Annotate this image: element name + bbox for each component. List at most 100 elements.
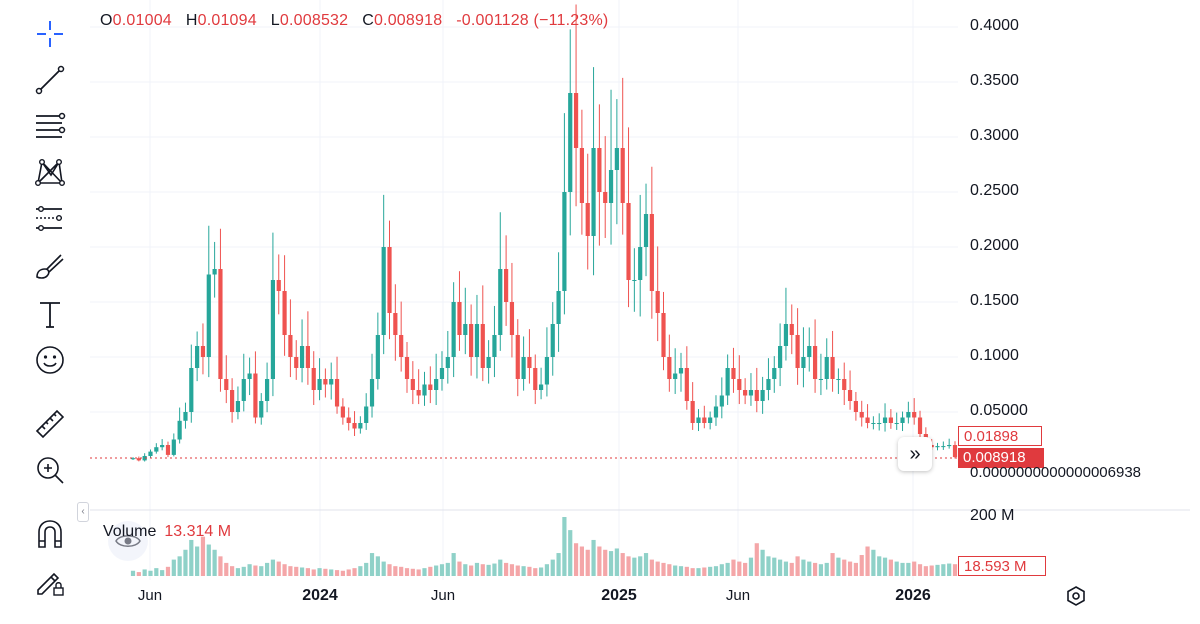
volume-bar bbox=[917, 564, 923, 576]
candle bbox=[515, 319, 520, 397]
volume-bar bbox=[288, 566, 293, 576]
candle-body bbox=[789, 324, 794, 335]
candle-body bbox=[608, 170, 614, 203]
candle bbox=[364, 393, 369, 430]
volume-bar bbox=[690, 568, 695, 576]
candle-body bbox=[375, 335, 380, 379]
volume-bar bbox=[853, 562, 858, 576]
candle-body bbox=[288, 335, 293, 357]
candle bbox=[789, 304, 794, 355]
candle-body bbox=[189, 368, 194, 412]
volume-bar bbox=[264, 562, 270, 576]
price-axis-tick: 0.3000 bbox=[970, 127, 1019, 144]
candle bbox=[673, 348, 678, 394]
candle bbox=[410, 361, 415, 405]
text-tool[interactable] bbox=[30, 294, 70, 334]
candle bbox=[165, 441, 171, 458]
candle-body bbox=[719, 395, 724, 407]
volume-bar bbox=[643, 553, 649, 576]
fib-retracement-tool[interactable] bbox=[30, 106, 70, 146]
trend-line-tool[interactable] bbox=[30, 60, 70, 100]
candle bbox=[130, 457, 136, 461]
volume-bar bbox=[410, 568, 415, 576]
candle bbox=[842, 362, 847, 406]
magnet-tool[interactable] bbox=[30, 514, 70, 554]
volume-bar bbox=[888, 559, 893, 576]
chart-settings-button[interactable] bbox=[1062, 582, 1090, 610]
volume-bar bbox=[247, 564, 252, 576]
volume-bar bbox=[573, 543, 579, 576]
candle-body bbox=[912, 412, 917, 418]
volume-bar bbox=[404, 568, 410, 576]
candle bbox=[434, 353, 439, 406]
volume-bar bbox=[614, 548, 619, 576]
candle bbox=[504, 235, 509, 326]
candle bbox=[568, 29, 573, 236]
candle bbox=[399, 301, 404, 372]
hide-volume-button[interactable] bbox=[108, 521, 148, 561]
volume-bar bbox=[323, 568, 328, 576]
candle bbox=[871, 416, 876, 430]
volume-bar bbox=[556, 553, 561, 576]
candle bbox=[608, 89, 614, 245]
candle-body bbox=[632, 280, 637, 281]
volume-bar bbox=[678, 566, 684, 576]
brush-tool[interactable] bbox=[30, 246, 70, 286]
candle-body bbox=[696, 417, 701, 423]
candle-body bbox=[381, 247, 386, 335]
candle bbox=[259, 393, 264, 425]
candle bbox=[702, 405, 707, 429]
zoom-in-tool[interactable] bbox=[30, 450, 70, 490]
candle bbox=[393, 284, 398, 361]
ruler-tool[interactable] bbox=[30, 404, 70, 444]
candle-body bbox=[597, 148, 602, 192]
candle bbox=[445, 330, 450, 384]
candle-body bbox=[206, 274, 211, 357]
candle bbox=[562, 113, 567, 315]
volume-bar bbox=[381, 561, 386, 576]
candle-body bbox=[469, 324, 474, 357]
pane-collapse-handle[interactable]: ‹ bbox=[77, 502, 89, 522]
candle-body bbox=[492, 335, 497, 357]
prediction-tool[interactable] bbox=[30, 198, 70, 238]
pattern-icon bbox=[35, 158, 66, 187]
volume-bar bbox=[352, 568, 357, 576]
candle bbox=[428, 366, 433, 404]
candle-body bbox=[247, 373, 252, 379]
candle bbox=[725, 354, 730, 405]
candle-body bbox=[795, 335, 800, 368]
scroll-to-realtime-button[interactable]: » bbox=[898, 437, 932, 471]
pattern-tool[interactable] bbox=[30, 152, 70, 192]
volume-bar bbox=[824, 562, 829, 576]
candle bbox=[323, 368, 328, 398]
candle-body bbox=[737, 379, 742, 390]
candle-body bbox=[708, 417, 713, 423]
volume-bar bbox=[842, 559, 847, 576]
candle-body bbox=[900, 417, 905, 423]
candle-body bbox=[439, 368, 445, 379]
candle bbox=[620, 77, 625, 235]
candle bbox=[807, 327, 812, 372]
candle-body bbox=[364, 406, 369, 423]
candle bbox=[154, 443, 159, 454]
crosshair-tool[interactable] bbox=[30, 14, 70, 54]
candle bbox=[340, 398, 345, 425]
text-icon bbox=[40, 302, 60, 328]
candle bbox=[684, 346, 689, 410]
min-price-label: 0.0000000000000006938 bbox=[970, 464, 1142, 481]
lock-drawing-tool[interactable] bbox=[30, 562, 70, 602]
volume-bar bbox=[195, 546, 200, 576]
candle-body bbox=[678, 368, 684, 374]
candle bbox=[824, 338, 829, 390]
emoji-tool[interactable] bbox=[30, 340, 70, 380]
candle bbox=[830, 330, 835, 392]
candle bbox=[550, 302, 555, 376]
volume-bar bbox=[620, 553, 625, 576]
candle bbox=[352, 411, 357, 437]
candle-body bbox=[130, 458, 136, 460]
candle-body bbox=[917, 417, 923, 434]
candle-body bbox=[451, 302, 456, 357]
candle bbox=[369, 353, 375, 418]
candle bbox=[853, 391, 858, 421]
